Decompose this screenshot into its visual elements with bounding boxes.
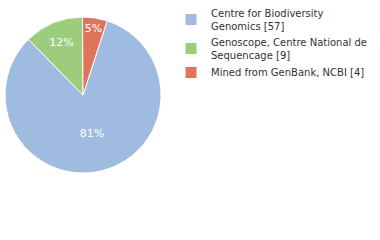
svg-text:Centre for BiodiversityGenomic: Centre for BiodiversityGenomics [57]: [211, 8, 324, 32]
svg-text:Genoscope, Centre National deS: Genoscope, Centre National deSequencage …: [211, 37, 367, 61]
svg-text:12%: 12%: [49, 36, 73, 49]
svg-text:5%: 5%: [85, 22, 102, 35]
svg-text:81%: 81%: [80, 127, 104, 140]
svg-text:Mined from GenBank, NCBI [4]: Mined from GenBank, NCBI [4]: [211, 67, 364, 78]
